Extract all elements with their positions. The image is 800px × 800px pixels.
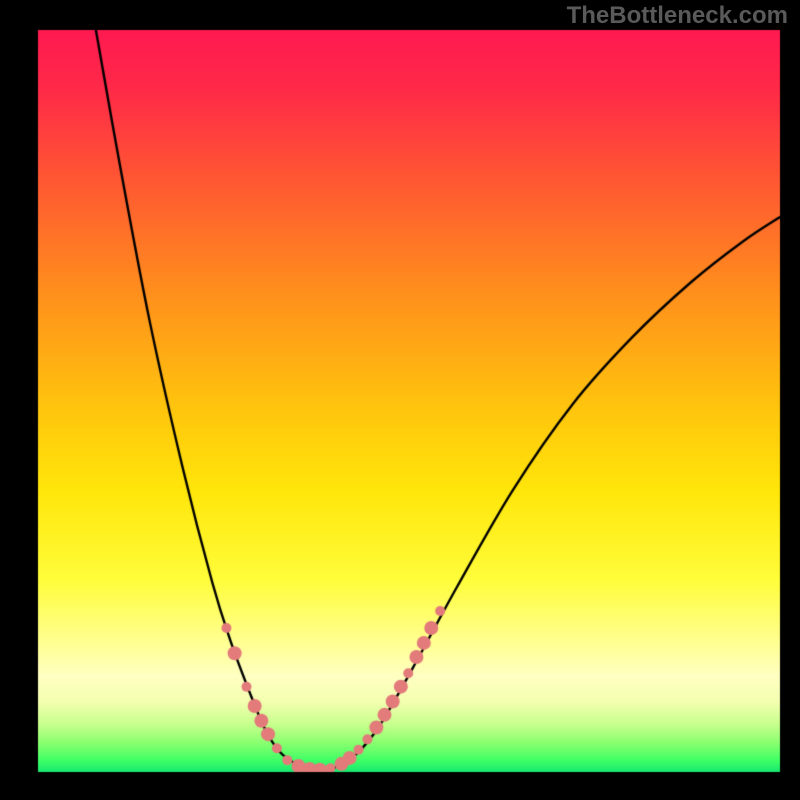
bottleneck-chart xyxy=(0,0,800,800)
watermark-text: TheBottleneck.com xyxy=(567,2,788,30)
